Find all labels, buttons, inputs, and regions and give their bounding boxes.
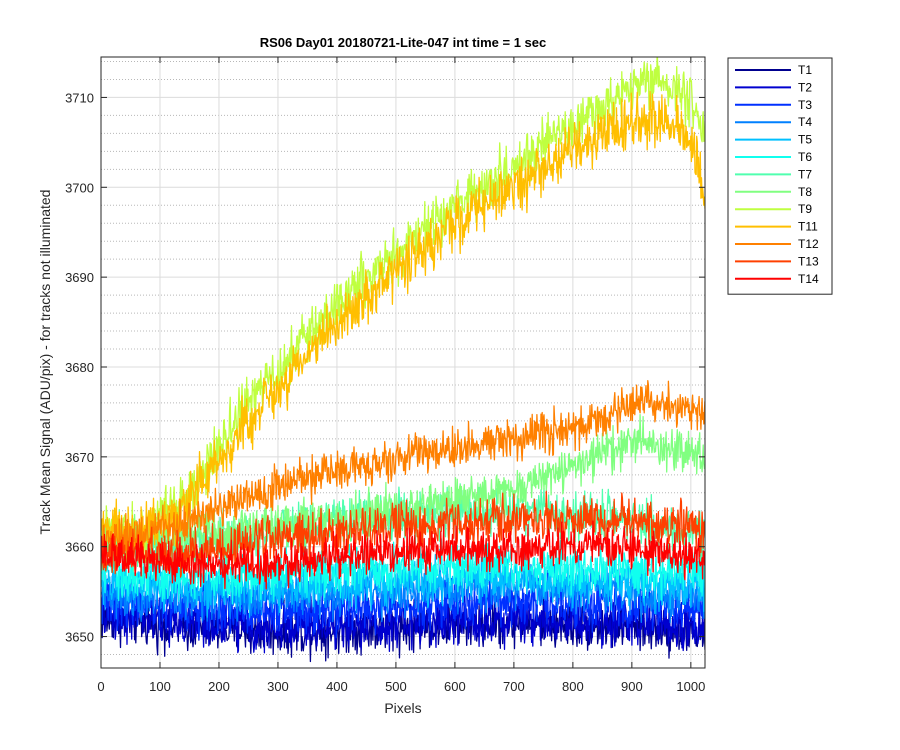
legend: T1 T2 T3 T4 T5 T6 T7 T8 T9 T11 T12 T13 T14 (727, 57, 833, 295)
x-tick-label: 200 (208, 679, 230, 694)
y-tick-label: 3700 (65, 180, 94, 195)
y-tick-label: 3690 (65, 270, 94, 285)
legend-label: T11 (798, 220, 818, 234)
series-line-t14 (101, 520, 705, 590)
series-line-t6 (101, 538, 705, 605)
x-tick-label: 800 (562, 679, 584, 694)
legend-label: T3 (798, 98, 812, 112)
x-tick-label: 0 (97, 679, 104, 694)
y-tick-label: 3680 (65, 360, 94, 375)
legend-label: T13 (798, 254, 819, 268)
axis-ticks: 0 100 200 300 400 500 600 700 800 900 1000 3650 3660… (65, 57, 705, 694)
x-tick-label: 500 (385, 679, 407, 694)
legend-item-t1: T1 (735, 63, 812, 77)
legend-item-t7: T7 (735, 167, 812, 181)
x-tick-label: 100 (149, 679, 171, 694)
x-tick-label: 700 (503, 679, 525, 694)
series-line-t11 (101, 90, 705, 567)
series-layer (101, 57, 705, 663)
legend-label: T8 (798, 185, 812, 199)
y-tick-label: 3710 (65, 90, 94, 105)
y-axis-label: Track Mean Signal (ADU/pix) - for tracks… (37, 190, 53, 535)
legend-label: T1 (798, 63, 812, 77)
legend-label: T14 (798, 272, 819, 286)
legend-label: T5 (798, 133, 812, 147)
legend-item-t3: T3 (735, 98, 812, 112)
series-line-t8 (101, 413, 705, 566)
chart-title: RS06 Day01 20180721-Lite-047 int time = … (260, 35, 547, 50)
y-tick-label: 3650 (65, 630, 94, 645)
legend-item-t5: T5 (735, 133, 812, 147)
legend-label: T7 (798, 167, 812, 181)
legend-label: T2 (798, 80, 812, 94)
legend-label: T12 (798, 237, 819, 251)
legend-item-t13: T13 (735, 254, 819, 268)
y-tick-label: 3670 (65, 450, 94, 465)
series-line-t12 (101, 380, 705, 561)
x-tick-label: 600 (444, 679, 466, 694)
x-tick-label: 400 (326, 679, 348, 694)
legend-item-t6: T6 (735, 150, 812, 164)
legend-label: T4 (798, 115, 812, 129)
x-tick-label: 900 (621, 679, 643, 694)
legend-item-t4: T4 (735, 115, 812, 129)
legend-item-t11: T11 (735, 220, 818, 234)
x-tick-label: 1000 (676, 679, 705, 694)
legend-label: T9 (798, 202, 812, 216)
x-axis-label: Pixels (384, 700, 421, 716)
legend-box (727, 57, 833, 295)
x-tick-label: 300 (267, 679, 289, 694)
legend-item-t14: T14 (735, 272, 819, 286)
y-tick-label: 3660 (65, 540, 94, 555)
axes-box (100, 56, 706, 669)
legend-label: T6 (798, 150, 812, 164)
legend-item-t9: T9 (735, 202, 812, 216)
legend-item-t8: T8 (735, 185, 812, 199)
legend-item-t12: T12 (735, 237, 819, 251)
legend-item-t2: T2 (735, 80, 812, 94)
